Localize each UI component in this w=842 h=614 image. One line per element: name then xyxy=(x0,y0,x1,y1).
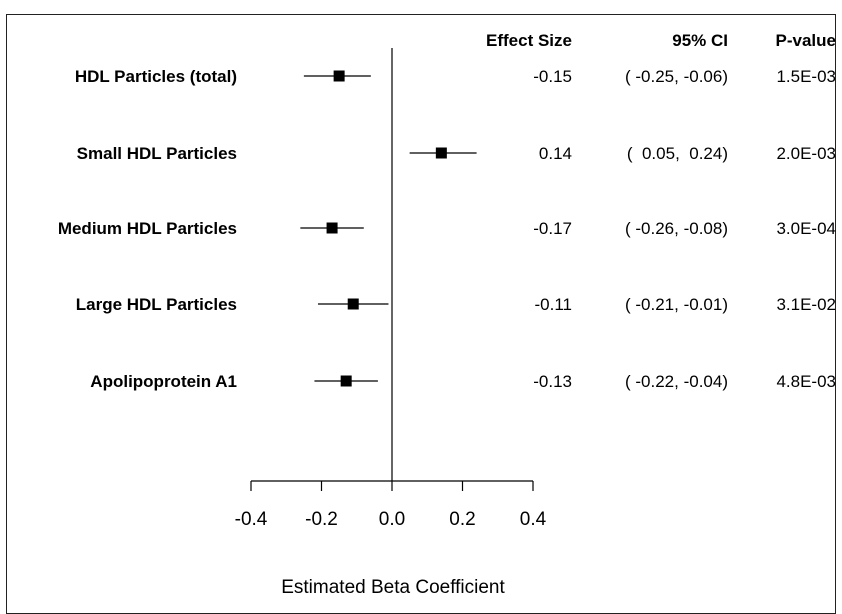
header-effect-size: Effect Size xyxy=(486,31,572,50)
row-label: Small HDL Particles xyxy=(77,144,237,163)
p-value: 3.1E-02 xyxy=(776,295,836,314)
effect-marker xyxy=(347,298,359,310)
effect-value: -0.17 xyxy=(533,219,572,238)
p-value: 2.0E-03 xyxy=(776,144,836,163)
p-value: 3.0E-04 xyxy=(776,219,836,238)
forest-row: Small HDL Particles 0.14 ( 0.05, 0.24) 2.0E… xyxy=(77,144,836,163)
effect-marker xyxy=(435,147,447,159)
ci-value: ( -0.25, -0.06) xyxy=(625,67,728,86)
header-ci: 95% CI xyxy=(672,31,728,50)
effect-marker xyxy=(326,222,338,234)
x-tick-label: -0.2 xyxy=(305,509,338,530)
ci-value: ( -0.22, -0.04) xyxy=(625,372,728,391)
row-label: Medium HDL Particles xyxy=(58,219,237,238)
ci-value: ( -0.21, -0.01) xyxy=(625,295,728,314)
effect-value: -0.15 xyxy=(533,67,572,86)
x-axis-label: Estimated Beta Coefficient xyxy=(281,577,505,598)
x-tick-label: 0.2 xyxy=(449,509,475,530)
forest-row: Apolipoprotein A1 -0.13 ( -0.22, -0.04) 4.8… xyxy=(90,372,836,391)
x-tick-label: 0.0 xyxy=(379,509,405,530)
effect-value: -0.13 xyxy=(533,372,572,391)
row-label: Apolipoprotein A1 xyxy=(90,372,237,391)
ci-value: ( 0.05, 0.24) xyxy=(627,144,728,163)
forest-row: Large HDL Particles -0.11 ( -0.21, -0.01) 3… xyxy=(76,295,836,314)
effect-marker xyxy=(333,70,345,82)
p-value: 1.5E-03 xyxy=(776,67,836,86)
chart-frame xyxy=(6,14,836,614)
effect-value: -0.11 xyxy=(535,295,573,314)
x-tick-label: 0.4 xyxy=(520,509,547,530)
rows-layer: HDL Particles (total) -0.15 ( -0.25, -0.06… xyxy=(58,48,836,481)
effect-value: 0.14 xyxy=(539,144,572,163)
forest-row: Medium HDL Particles -0.17 ( -0.26, -0.08)… xyxy=(58,219,836,238)
row-label: HDL Particles (total) xyxy=(75,67,237,86)
x-tick-label: -0.4 xyxy=(235,509,268,530)
ci-value: ( -0.26, -0.08) xyxy=(625,219,728,238)
header-p-value: P-value xyxy=(776,31,836,50)
p-value: 4.8E-03 xyxy=(776,372,836,391)
forest-plot: Effect Size 95% CI P-value HDL Particles… xyxy=(58,31,836,598)
x-axis: -0.4 -0.2 0.0 0.2 0.4 xyxy=(235,480,547,530)
forest-row: HDL Particles (total) -0.15 ( -0.25, -0.06… xyxy=(75,67,836,86)
row-label: Large HDL Particles xyxy=(76,295,237,314)
effect-marker xyxy=(340,375,352,387)
